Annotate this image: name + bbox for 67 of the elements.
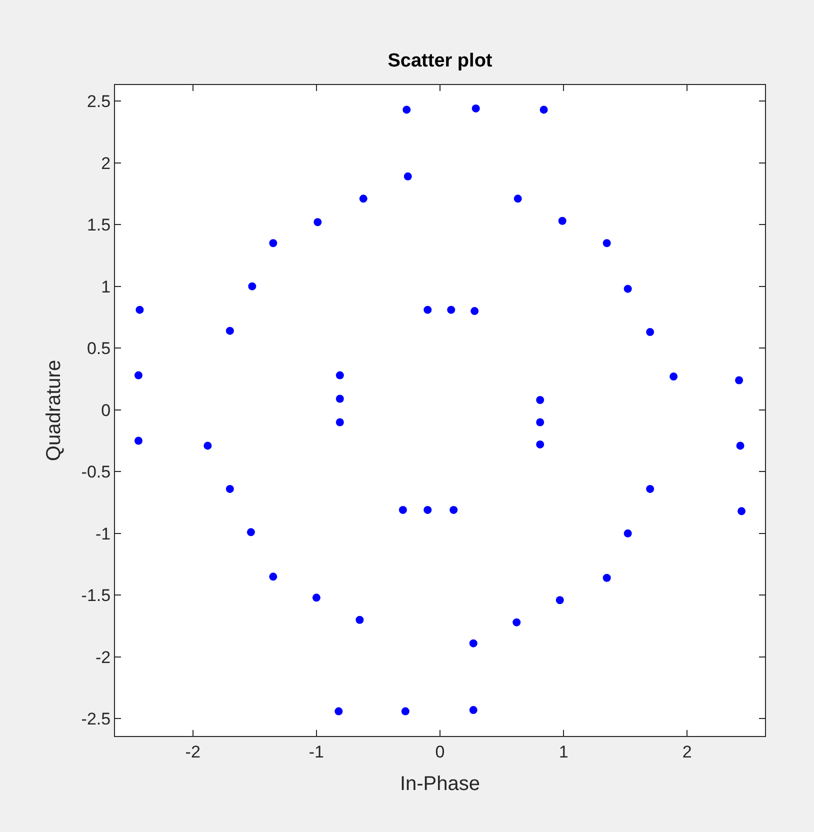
point (226, 484, 234, 493)
y-tick-label: -0.5 (81, 462, 111, 482)
point (540, 106, 548, 114)
point (472, 104, 480, 112)
y-tick-label: 0 (101, 400, 111, 420)
point (398, 506, 407, 514)
point (450, 506, 458, 514)
y-tick-label: 2 (101, 154, 111, 173)
point (269, 239, 278, 248)
y-axis-title: Quadrature (42, 360, 65, 462)
point (536, 440, 544, 448)
point (269, 572, 278, 581)
point (424, 506, 432, 514)
point (204, 442, 212, 450)
point (512, 618, 521, 626)
x-tick-label: -1 (308, 742, 324, 762)
point (536, 418, 544, 426)
point (447, 306, 456, 314)
point (401, 707, 410, 716)
x-tick-label: 0 (435, 742, 445, 762)
point (246, 528, 255, 536)
y-tick-label: 2.5 (86, 92, 111, 112)
point (602, 574, 611, 582)
point (514, 194, 522, 203)
point (469, 706, 478, 714)
point (336, 418, 344, 426)
point (735, 376, 744, 384)
point (402, 106, 411, 114)
x-tick-label: 1 (558, 742, 568, 762)
chart-title: Scatter plot (388, 50, 493, 72)
point (558, 216, 566, 225)
point (470, 307, 479, 316)
x-axis-title: In-Phase (400, 772, 480, 795)
point (536, 396, 544, 404)
point (469, 639, 478, 648)
point (736, 442, 744, 450)
point (424, 306, 432, 314)
point (556, 596, 564, 604)
point (646, 328, 654, 336)
x-tick-label: 2 (682, 742, 692, 762)
point (134, 371, 142, 380)
point (359, 194, 368, 203)
point (248, 282, 256, 290)
point (312, 594, 320, 602)
y-tick-label: 1 (101, 277, 111, 296)
point (136, 306, 144, 314)
point (314, 218, 322, 226)
point (670, 372, 678, 381)
y-tick-label: -1.5 (81, 586, 111, 606)
y-tick-label: 0.5 (86, 339, 111, 358)
x-tick-label: -2 (185, 742, 200, 762)
point (226, 326, 234, 335)
point (336, 394, 344, 403)
y-tick-label: -2.5 (81, 710, 111, 729)
point (738, 507, 746, 516)
y-tick-label: -1 (95, 524, 111, 544)
point (624, 284, 632, 293)
point (334, 707, 343, 716)
point (356, 616, 364, 624)
point (624, 529, 632, 538)
point (646, 484, 654, 493)
point (404, 172, 412, 180)
point (602, 239, 611, 248)
point (134, 436, 142, 445)
y-tick-label: -2 (95, 648, 111, 667)
y-tick-label: 1.5 (86, 216, 111, 235)
point (336, 371, 344, 380)
